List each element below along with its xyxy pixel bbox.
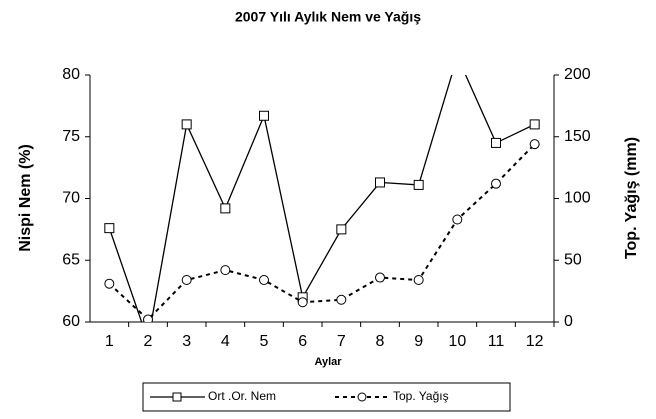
y2-tick-label: 150 <box>564 128 591 145</box>
y-tick-label: 80 <box>62 66 80 83</box>
y2-tick-label: 0 <box>564 313 573 330</box>
x-tick-label: 11 <box>488 333 505 350</box>
legend-box <box>142 382 511 412</box>
point <box>297 297 308 308</box>
point <box>491 178 501 189</box>
point <box>336 294 347 305</box>
plot-area <box>104 52 540 322</box>
point <box>259 275 269 286</box>
point <box>452 214 463 225</box>
legend-label: Ort .Or. Nem <box>208 389 276 403</box>
point <box>413 275 424 286</box>
x-tick-label: 8 <box>376 333 385 350</box>
x-tick-label: 9 <box>414 333 423 350</box>
y2-axis-label: Top. Yağış (mm) <box>623 137 640 259</box>
point <box>220 265 231 276</box>
y-tick-label: 65 <box>62 251 80 268</box>
y2-tick-label: 50 <box>564 251 582 268</box>
y2-tick-label: 200 <box>564 66 591 83</box>
point <box>259 110 269 121</box>
point <box>453 52 462 61</box>
point <box>529 139 540 150</box>
legend-marker <box>172 392 182 402</box>
x-tick-label: 5 <box>260 333 269 350</box>
point <box>143 314 153 322</box>
x-axis-label: Aylar <box>314 356 342 368</box>
x-tick-label: 1 <box>105 333 114 350</box>
legend-marker <box>357 392 367 402</box>
y-axis-label: Nispi Nem (%) <box>17 144 34 252</box>
x-tick-label: 4 <box>221 333 230 350</box>
x-tick-label: 12 <box>526 333 544 350</box>
series-line <box>108 143 536 321</box>
point <box>491 137 501 148</box>
y-tick-label: 75 <box>62 128 80 145</box>
x-tick-label: 3 <box>182 333 191 350</box>
point <box>375 177 385 188</box>
x-tick-label: 10 <box>448 333 466 350</box>
point <box>104 278 115 289</box>
x-tick-label: 2 <box>144 333 153 350</box>
chart-title: 2007 Yılı Aylık Nem ve Yağış <box>235 9 421 25</box>
point <box>375 272 385 283</box>
point <box>220 203 231 214</box>
legend-label: Top. Yağış <box>393 389 449 403</box>
x-tick-label: 7 <box>337 333 346 350</box>
point <box>181 275 192 286</box>
point <box>529 119 540 130</box>
x-tick-label: 6 <box>298 333 307 350</box>
y-tick-label: 60 <box>62 313 80 330</box>
y-tick-label: 70 <box>62 190 80 207</box>
point <box>413 179 424 190</box>
point <box>181 119 192 130</box>
y2-tick-label: 100 <box>564 190 591 207</box>
point <box>336 224 347 235</box>
point <box>104 223 115 234</box>
series-line <box>108 75 535 322</box>
